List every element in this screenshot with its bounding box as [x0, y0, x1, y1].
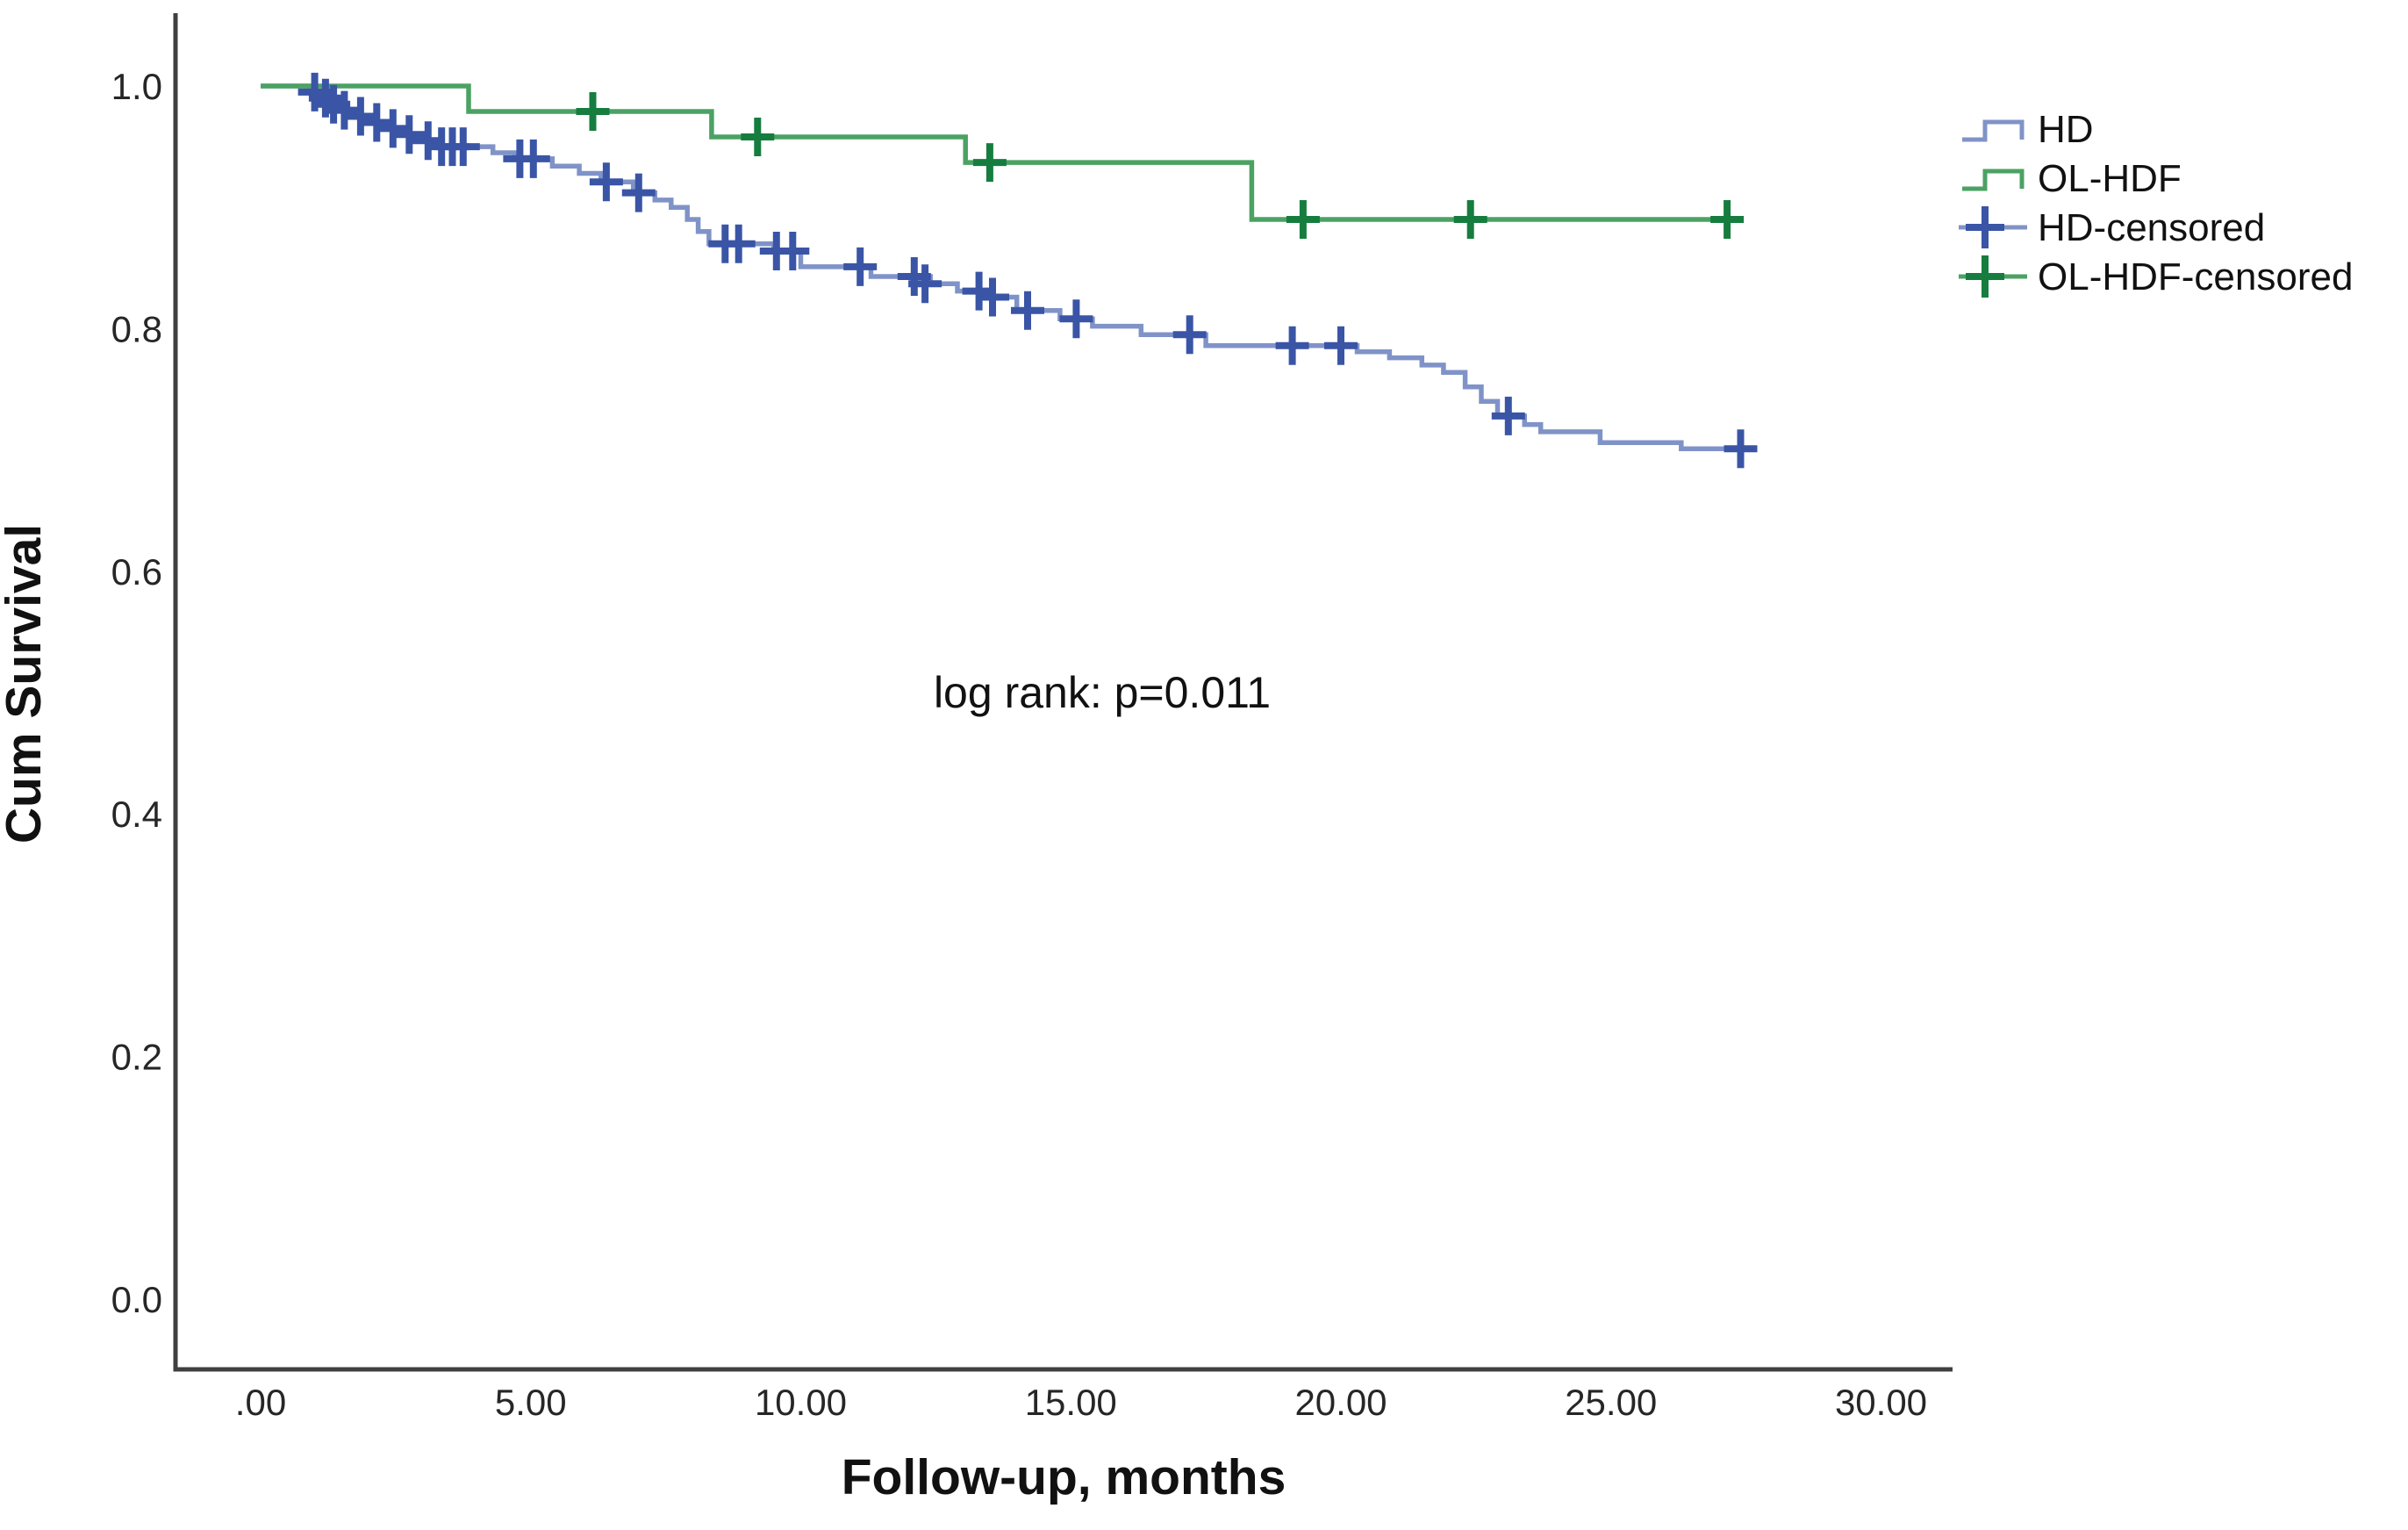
ol-hdf-curve — [261, 83, 1741, 222]
ol-hdf-censor-mark — [1453, 200, 1487, 239]
hd-censored-legend-plus-icon — [1966, 206, 2004, 248]
ol-hdf-censored-legend-plus-icon — [1966, 255, 2004, 298]
hd-censor-mark — [1324, 326, 1358, 365]
x-tick-label: 30.00 — [1835, 1382, 1927, 1423]
ol-hdf-legend-line-icon — [1962, 169, 2025, 191]
hd-legend-line-icon — [1962, 119, 2025, 142]
legend-label: OL-HDF — [2038, 157, 2182, 200]
hd-censor-mark — [343, 97, 377, 136]
hd-censor-mark — [1491, 396, 1525, 435]
hd-censor-mark — [843, 247, 878, 286]
hd-censor-mark — [1011, 291, 1044, 330]
x-tick-label: 20.00 — [1294, 1382, 1387, 1423]
y-tick-label: 0.4 — [111, 794, 162, 835]
hd-censor-mark — [721, 224, 756, 263]
log-rank-p-value: log rank: p=0.011 — [934, 668, 1271, 717]
hd-censor-mark — [516, 139, 550, 178]
y-tick-label: 0.8 — [111, 308, 162, 349]
legend-label: HD — [2038, 108, 2094, 151]
y-tick-label: 0.2 — [111, 1037, 162, 1078]
hd-censor-mark — [776, 232, 810, 270]
hd-censor-mark — [1172, 315, 1207, 355]
hd-censor-mark — [327, 90, 362, 130]
ol-hdf-censor-mark — [576, 92, 610, 131]
legend: HD OL-HDF HD-censored OL-HDF-censored — [1959, 108, 2353, 298]
survival-curves — [261, 83, 1746, 451]
x-tick-label: 25.00 — [1565, 1382, 1657, 1423]
legend-label: HD-censored — [2038, 206, 2265, 249]
x-tick-label: 15.00 — [1025, 1382, 1117, 1423]
hd-curve — [261, 83, 1746, 451]
hd-censor-mark — [621, 173, 656, 212]
legend-label: OL-HDF-censored — [2038, 255, 2353, 298]
y-tick-label: 1.0 — [111, 66, 162, 107]
censor-marks — [297, 72, 1758, 469]
x-tick-label: .00 — [235, 1382, 286, 1423]
ol-hdf-censor-mark — [1710, 200, 1745, 239]
hd-censor-mark — [589, 162, 623, 202]
hd-censor-mark — [1275, 326, 1309, 365]
ol-hdf-censor-mark — [1286, 200, 1320, 239]
ol-hdf-censor-mark — [741, 118, 775, 156]
axis-titles: Follow-up, months Cum Survival — [0, 524, 1286, 1505]
y-tick-label: 0.6 — [111, 551, 162, 593]
plot-axes — [173, 13, 1953, 1372]
x-tick-label: 5.00 — [495, 1382, 567, 1423]
x-axis-title: Follow-up, months — [842, 1449, 1286, 1505]
hd-censor-mark — [908, 264, 942, 304]
x-tick-label: 10.00 — [755, 1382, 847, 1423]
axis-lines — [173, 13, 1953, 1372]
y-axis-tick-labels: 1.0 0.8 0.6 0.4 0.2 0.0 — [111, 66, 162, 1320]
hd-censor-mark — [392, 115, 426, 154]
log-rank-annotation: log rank: p=0.011 — [934, 668, 1271, 717]
hd-censor-mark — [1724, 429, 1758, 469]
hd-censor-mark — [376, 109, 410, 148]
hd-censor-mark — [1059, 299, 1093, 339]
y-tick-label: 0.0 — [111, 1279, 162, 1320]
ol-hdf-censor-mark — [972, 143, 1007, 183]
hd-censor-mark — [976, 277, 1009, 317]
x-axis-tick-labels: .00 5.00 10.00 15.00 20.00 25.00 30.00 — [235, 1382, 1927, 1423]
y-axis-title: Cum Survival — [0, 524, 52, 844]
hd-censor-mark — [360, 103, 394, 142]
hd-censor-mark — [446, 127, 480, 167]
